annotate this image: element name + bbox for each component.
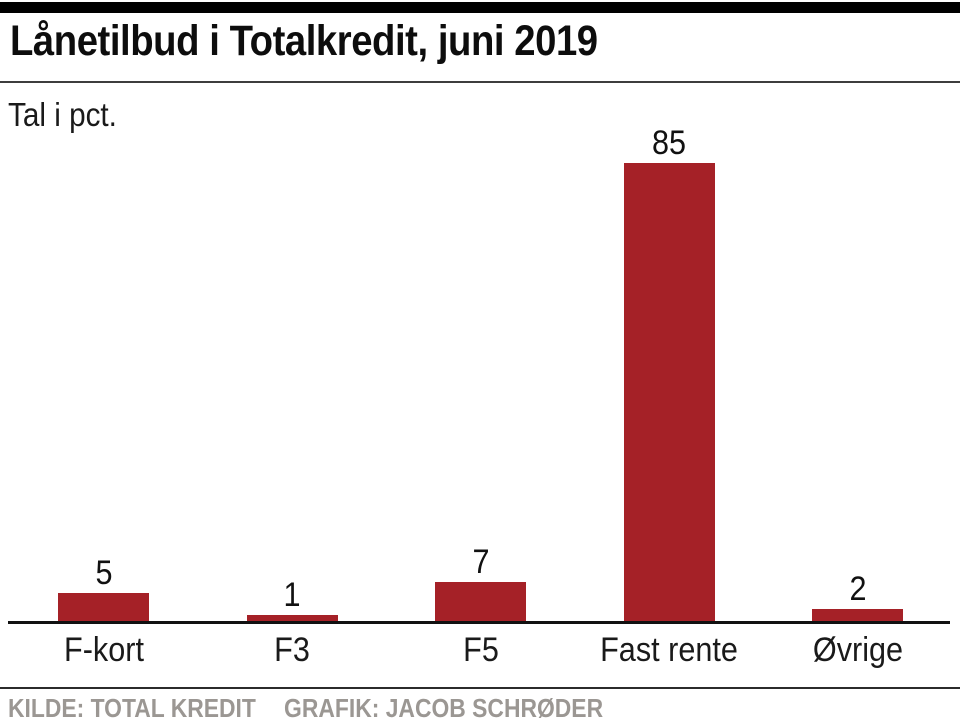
top-accent-bar xyxy=(0,2,960,13)
title-divider xyxy=(0,81,960,83)
bar-value-label: 5 xyxy=(94,554,113,592)
credit-label: GRAFIK: JACOB SCHRØDER xyxy=(284,693,604,721)
bar xyxy=(623,163,715,621)
bar-value-label: 2 xyxy=(848,570,867,608)
x-axis-label: F3 xyxy=(274,631,310,669)
x-axis-label: Øvrige xyxy=(812,631,903,669)
chart-subtitle: Tal i pct. xyxy=(8,96,117,133)
source-label: KILDE: TOTAL KREDIT xyxy=(8,693,256,721)
bar-value-label: 7 xyxy=(471,543,490,581)
x-axis-label: F-kort xyxy=(63,631,144,669)
x-axis-label: F5 xyxy=(462,631,499,669)
footer-divider xyxy=(0,687,960,689)
x-axis-label: Fast rente xyxy=(600,631,738,669)
bar xyxy=(246,615,338,621)
bar xyxy=(58,593,149,621)
footer: KILDE: TOTAL KREDIT GRAFIK: JACOB SCHRØD… xyxy=(8,694,603,721)
x-axis-line xyxy=(8,621,950,624)
bar xyxy=(435,582,526,621)
bar xyxy=(812,609,903,621)
chart-title: Lånetilbud i Totalkredit, juni 2019 xyxy=(10,17,598,65)
bar-value-label: 85 xyxy=(651,124,687,162)
bar-value-label: 1 xyxy=(283,576,301,614)
